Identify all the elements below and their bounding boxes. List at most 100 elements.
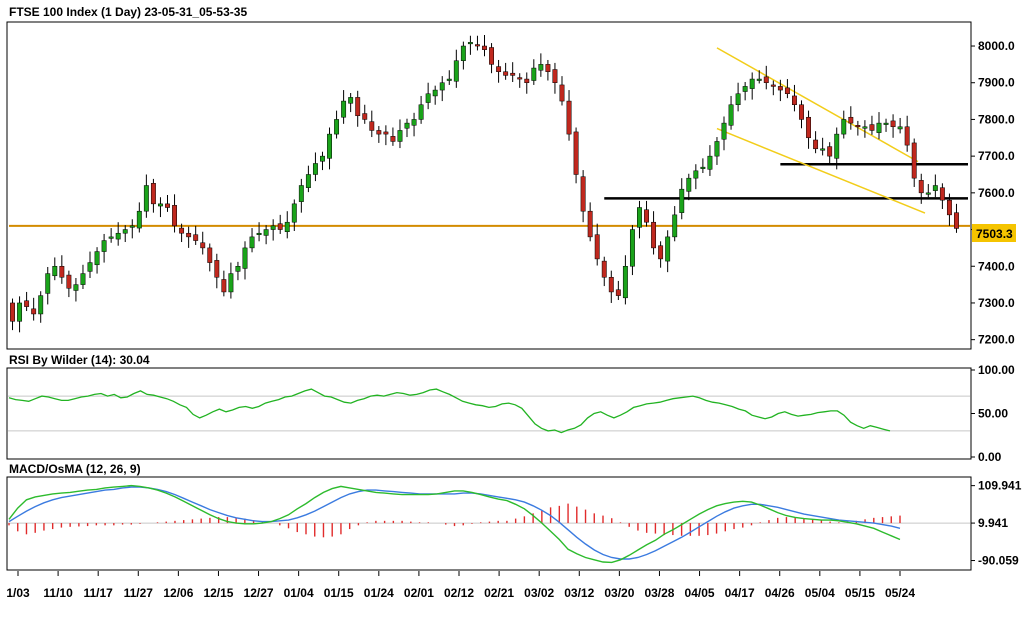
- candle-body: [193, 234, 199, 241]
- candle-body: [503, 71, 509, 76]
- candle-body: [841, 119, 847, 135]
- rsi-series: 100.00 50.00 0.00: [8, 363, 1015, 464]
- candle-body: [467, 42, 473, 45]
- candle-body: [298, 185, 304, 202]
- candle-body: [693, 170, 699, 179]
- x-tick-label: 12/06: [163, 586, 193, 600]
- macd-label: MACD/OsMA (12, 26, 9): [9, 462, 141, 476]
- candle-body: [362, 113, 368, 120]
- candle-body: [228, 273, 234, 293]
- candle-body: [827, 146, 833, 157]
- x-tick-label: 02/21: [484, 586, 514, 600]
- x-tick-label: 11/17: [83, 586, 113, 600]
- candle-body: [10, 302, 15, 322]
- candle-body: [510, 72, 516, 76]
- channel-upper-line: [716, 47, 919, 163]
- price-tag-label: 7503.3: [976, 227, 1013, 241]
- candle-body: [150, 183, 156, 205]
- candle-body: [848, 116, 854, 124]
- candle-body: [277, 223, 283, 230]
- candle-body: [312, 163, 318, 175]
- candle-body: [792, 95, 797, 106]
- x-tick-label: 05/04: [805, 586, 835, 600]
- candle-body: [305, 174, 311, 188]
- chart-title: FTSE 100 Index (1 Day) 23-05-31_05-53-35: [9, 5, 247, 19]
- candle-body: [820, 148, 826, 151]
- candle-body: [453, 60, 459, 82]
- x-tick-label: 04/17: [725, 586, 755, 600]
- candle-body: [566, 100, 572, 135]
- candle-body: [735, 93, 741, 106]
- candle-body: [432, 89, 438, 97]
- candle-body: [136, 210, 142, 229]
- x-tick-label: 03/20: [604, 586, 634, 600]
- candle-body: [890, 120, 896, 128]
- candle-body: [334, 119, 340, 135]
- candle-body: [904, 126, 910, 146]
- x-tick-label: 03/28: [644, 586, 674, 600]
- candle-body: [637, 207, 642, 228]
- price-tick-label: 7200.0: [978, 333, 1015, 347]
- macd-tick-label: -90.059: [978, 554, 1019, 568]
- candle-body: [101, 240, 107, 252]
- candle-body: [446, 78, 452, 81]
- candle-body: [615, 289, 621, 296]
- candle-body: [686, 177, 692, 192]
- candle-body: [644, 209, 649, 223]
- candle-body: [200, 242, 206, 249]
- candle-body: [460, 45, 466, 61]
- candle-body: [369, 121, 375, 131]
- candle-body: [482, 45, 487, 50]
- candle-body: [954, 212, 959, 229]
- candle-body: [538, 64, 544, 71]
- price-tick-label: 8000.0: [978, 39, 1015, 53]
- candle-body: [813, 139, 819, 150]
- candle-body: [939, 187, 945, 201]
- candle-body: [122, 229, 128, 234]
- candle-body: [918, 180, 924, 194]
- candle-body: [66, 274, 72, 289]
- candle-body: [862, 126, 868, 129]
- candle-body: [172, 205, 177, 227]
- candle-body: [658, 245, 664, 260]
- candle-body: [573, 131, 579, 175]
- candle-body: [834, 133, 840, 159]
- channel-lower-line: [716, 127, 926, 214]
- candle-body: [397, 130, 403, 142]
- candle-body: [665, 236, 671, 262]
- macd-line: [8, 484, 901, 564]
- price-tick-label: 7700.0: [978, 149, 1015, 163]
- x-tick-label: 1/03: [6, 586, 30, 600]
- candle-body: [327, 133, 332, 159]
- candle-body: [714, 141, 720, 157]
- candle-body: [221, 279, 227, 293]
- candle-body: [622, 266, 628, 299]
- candle-body: [425, 93, 431, 103]
- rsi-label: RSI By Wilder (14): 30.04: [9, 353, 150, 367]
- candle-body: [383, 131, 389, 135]
- candle-body: [186, 232, 192, 238]
- candle-body: [728, 104, 734, 126]
- candle-body: [348, 97, 354, 104]
- candle-body: [721, 122, 727, 140]
- x-tick-label: 11/10: [43, 586, 73, 600]
- candle-body: [115, 232, 121, 240]
- candle-body: [263, 229, 269, 236]
- candle-body: [911, 142, 917, 179]
- price-levels: [9, 47, 970, 227]
- price-tick-label: 7400.0: [978, 259, 1015, 273]
- candle-body: [475, 44, 480, 47]
- candle-body: [256, 232, 262, 235]
- x-tick-label: 04/05: [685, 586, 715, 600]
- candle-body: [17, 302, 23, 322]
- candle-body: [270, 225, 276, 230]
- candle-body: [320, 155, 325, 162]
- candle-body: [594, 234, 600, 260]
- candle-body: [376, 130, 382, 135]
- candle-body: [355, 97, 361, 117]
- x-tick-label: 02/12: [444, 586, 474, 600]
- candle-body: [341, 100, 347, 118]
- candle-body: [52, 266, 58, 277]
- candle-body: [94, 251, 100, 266]
